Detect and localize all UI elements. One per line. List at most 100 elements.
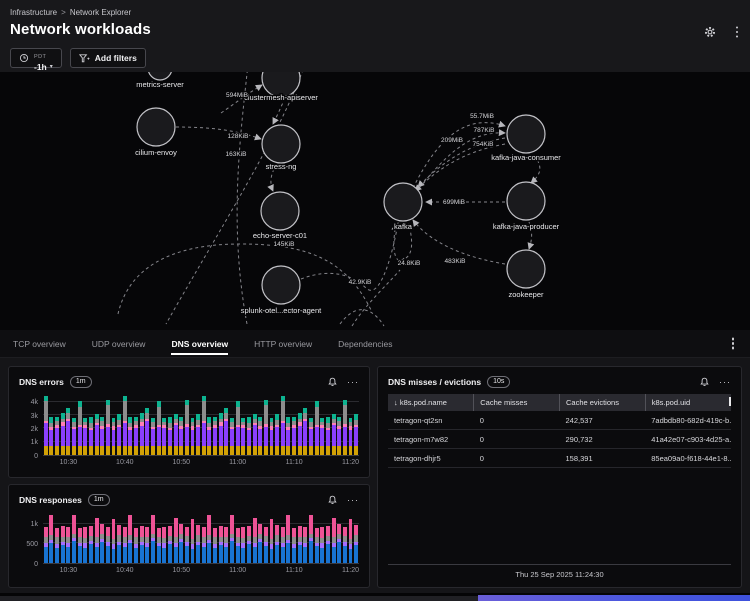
x-axis-tick: 11:10 — [285, 459, 303, 466]
table-row[interactable]: tetragon-qt2sn 0 242,537 7adbdb80-682d-419c… — [388, 411, 731, 430]
breadcrumb-item-network-explorer[interactable]: Network Explorer — [69, 8, 132, 17]
bell-icon[interactable] — [700, 377, 709, 387]
scrollbar-thumb[interactable] — [729, 397, 731, 406]
dns-misses-evictions-panel: DNS misses / evictions 10s ··· ↓ k8s.pod… — [377, 366, 742, 588]
bar-segment-blue — [196, 544, 201, 563]
panel-menu-icon[interactable]: ··· — [347, 494, 359, 505]
table-cell: 0 — [473, 411, 560, 430]
topology-node-zookeeper[interactable]: zookeeper — [506, 249, 546, 301]
bar-segment-magenta — [105, 526, 110, 537]
bar-segment-teal — [230, 418, 234, 423]
bar-segment-gray — [83, 537, 88, 544]
chart-bar — [201, 396, 206, 455]
settings-gear-icon[interactable] — [704, 26, 716, 38]
bar-segment-gray — [325, 422, 330, 428]
topology-node-splunk-otel-ector-agent[interactable]: splunk-otel...ector-agent — [239, 265, 324, 317]
bar-segment-gray — [162, 421, 167, 426]
panel-menu-icon[interactable]: ··· — [719, 376, 731, 387]
bar-segment-teal — [331, 413, 336, 419]
chart-bar — [66, 526, 71, 563]
bar-segment-blue — [201, 546, 206, 563]
table-row[interactable]: tetragon-m7w82 0 290,732 41a42e07-c903-4d25… — [388, 429, 731, 449]
bar-segment-purple — [314, 427, 319, 446]
chart-bar — [325, 416, 330, 455]
bar-segment-yellow — [325, 445, 330, 455]
bar-segment-yellow — [314, 445, 319, 455]
chart-bar — [224, 408, 229, 455]
bar-segment-purple — [213, 427, 218, 446]
breadcrumb-item-infrastructure[interactable]: Infrastructure — [10, 8, 58, 17]
bar-segment-blue — [151, 541, 155, 563]
bar-segment-purple — [213, 543, 218, 549]
column-header-cache-evictions[interactable]: Cache evictions — [559, 394, 646, 411]
bar-segment-blue — [77, 546, 82, 563]
chart-bar — [88, 416, 93, 455]
topology-node-kafka-java-consumer[interactable]: kafka-java-consumer — [490, 114, 563, 164]
more-options-kebab-icon[interactable] — [735, 30, 738, 34]
bar-segment-teal — [196, 414, 201, 421]
column-header-k8s-pod-name[interactable]: ↓ k8s.pod.name — [388, 394, 474, 411]
bar-segment-purple — [342, 426, 347, 446]
bar-segment-yellow — [55, 445, 60, 455]
bar-segment-gray — [145, 537, 150, 544]
bar-segment-purple — [320, 428, 325, 446]
bar-segment-yellow — [145, 445, 150, 455]
bar-segment-purple — [122, 543, 127, 547]
chart-bar — [43, 527, 48, 563]
chart-bar — [230, 418, 234, 455]
bar-segment-gray — [325, 535, 330, 542]
bar-segment-purple — [179, 539, 184, 543]
tab-dependencies[interactable]: Dependencies — [338, 338, 393, 349]
bar-segment-pink — [325, 427, 330, 431]
tab-udp-overview[interactable]: UDP overview — [91, 338, 146, 349]
tabs-kebab-icon[interactable] — [731, 342, 734, 345]
topology-node-kafka[interactable]: kafka — [383, 182, 423, 233]
bar-segment-pink — [83, 425, 88, 429]
topology-node-stress-ng[interactable]: stress-ng — [261, 124, 301, 173]
bar-segment-pink — [269, 426, 274, 430]
svg-text:kafka-java-producer: kafka-java-producer — [493, 222, 560, 231]
column-header-cache-misses[interactable]: Cache misses — [473, 394, 560, 411]
bell-icon[interactable] — [328, 377, 337, 387]
bar-segment-teal — [286, 417, 291, 423]
chart-bar — [55, 416, 60, 455]
bar-segment-magenta — [151, 514, 155, 534]
bar-segment-gray — [88, 422, 93, 428]
bar-segment-gray — [77, 536, 82, 543]
x-axis-tick: 11:20 — [342, 459, 360, 466]
page-title: Network workloads — [10, 21, 151, 38]
table-row[interactable]: tetragon-dhjr5 0 158,391 85ea09a0-f618-44e1… — [388, 448, 731, 468]
bar-segment-gray — [263, 536, 268, 543]
edge-label: 42.9KiB — [349, 279, 372, 286]
chart-bar — [207, 515, 212, 563]
bar-segment-pink — [60, 422, 65, 426]
table-cell: 158,391 — [559, 448, 646, 468]
topology-node-echo-server-c01[interactable]: echo-server-c01 — [251, 191, 309, 242]
tab-http-overview[interactable]: HTTP overview — [254, 338, 313, 349]
bar-segment-yellow — [342, 445, 347, 455]
bar-segment-blue — [94, 546, 99, 563]
x-axis-tick: 11:00 — [229, 567, 247, 574]
time-range-picker[interactable]: PDT -1h ▾ — [10, 48, 62, 71]
bar-segment-yellow — [252, 445, 257, 455]
bell-icon[interactable] — [328, 495, 337, 505]
bar-segment-gray — [128, 534, 133, 540]
topology-node-clustermesh-apiserver[interactable]: clustermesh-apiserver — [243, 58, 320, 104]
add-filters-button[interactable]: Add filters — [69, 48, 146, 68]
topology-canvas[interactable]: metrics-server clustermesh-apiserver ciliu… — [0, 55, 750, 330]
chart-bar — [77, 527, 82, 563]
chart-bar — [263, 399, 268, 455]
topology-node-cilium-envoy[interactable]: cilium-envoy — [134, 107, 179, 159]
bar-segment-teal — [303, 408, 308, 413]
bar-segment-blue — [105, 545, 110, 563]
bar-segment-pink — [184, 424, 189, 427]
overview-tabs: TCP overview UDP overview DNS overview HTTP… — [0, 330, 750, 358]
topology-node-metrics-server[interactable]: metrics-server — [135, 55, 186, 91]
column-header-k8s-pod-uid[interactable]: k8s.pod.uid — [644, 394, 731, 411]
tab-dns-overview[interactable]: DNS overview — [171, 332, 228, 356]
panel-menu-icon[interactable]: ··· — [347, 376, 359, 387]
bar-segment-purple — [77, 427, 82, 446]
tab-tcp-overview[interactable]: TCP overview — [13, 338, 66, 349]
topology-node-kafka-java-producer[interactable]: kafka-java-producer — [491, 181, 561, 233]
bar-segment-purple — [258, 539, 263, 543]
